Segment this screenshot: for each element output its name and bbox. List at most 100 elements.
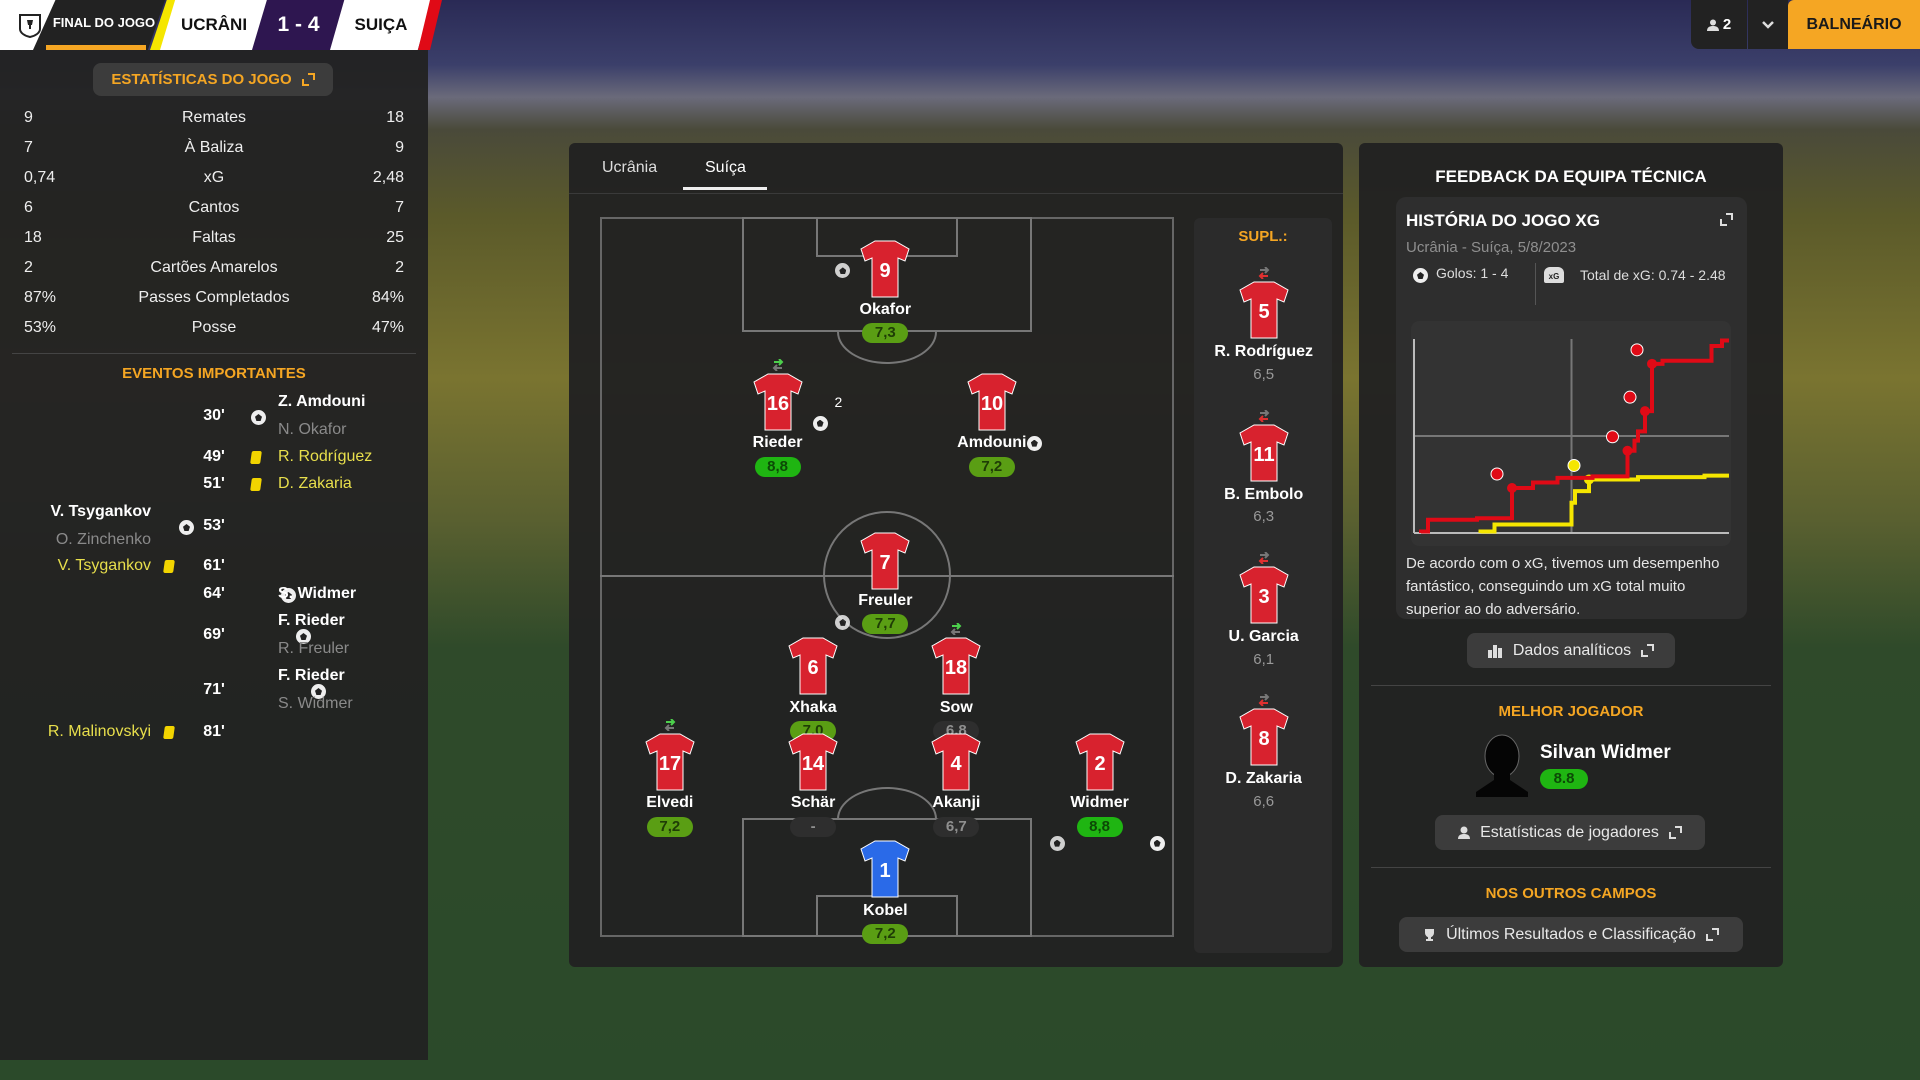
xg-card-title: HISTÓRIA DO JOGO XG (1406, 211, 1600, 230)
event-player[interactable]: R. Rodríguez (278, 448, 373, 465)
shirt-icon[interactable]: 3 (1237, 565, 1291, 625)
event-minute: 53' (203, 517, 225, 534)
tab-ukraine[interactable]: Ucrânia (602, 159, 658, 176)
player-rating: 7,2 (968, 456, 1015, 477)
event-minute: 64' (203, 585, 225, 602)
shirt-icon[interactable]: 2 (1073, 732, 1127, 792)
stat-label: Remates (181, 109, 247, 126)
event-player[interactable]: Z. Amdouni (278, 393, 366, 410)
event-assist-player[interactable]: N. Okafor (278, 421, 347, 438)
event-player[interactable]: F. Rieder (278, 667, 345, 684)
stat-away-value: 25 (386, 229, 404, 246)
stat-home-value: 9 (24, 109, 33, 126)
stat-home-value: 18 (24, 229, 42, 246)
home-team-label: UCRÂNI (180, 15, 248, 34)
goal-ball-icon (179, 520, 194, 535)
substitution-icon (1256, 266, 1272, 280)
shirt-icon[interactable]: 8 (1237, 707, 1291, 767)
player-name: Widmer (1070, 794, 1129, 812)
player-okafor[interactable]: 9 Okafor 7,3 (0, 0, 1920, 344)
match-status-label: FINAL DO JOGO (52, 14, 156, 30)
best-player-title: MELHOR JOGADOR (1498, 703, 1644, 720)
stat-home-value: 7 (24, 139, 33, 156)
match-stats-button[interactable]: ESTATÍSTICAS DO JOGO (93, 63, 333, 96)
player-widmer[interactable]: 2 Widmer 8,8 (0, 80, 1920, 851)
goal-ball-marker (1567, 458, 1581, 472)
tab-switzerland[interactable]: Suíça (705, 159, 746, 176)
player-freuler[interactable]: 7 Freuler 7,7 (0, 60, 1920, 635)
goal-point (1507, 482, 1517, 493)
goal-point (1647, 358, 1657, 369)
shirt-icon[interactable]: 9 (858, 239, 912, 299)
goal-ball-marker (1623, 390, 1637, 404)
svg-text:18: 18 (945, 657, 967, 679)
substitution-icon (1256, 693, 1272, 707)
users-button[interactable]: 2 (1691, 0, 1747, 49)
other-games-title: NOS OUTROS CAMPOS (1485, 885, 1657, 902)
shirt-icon[interactable]: 17 (643, 732, 697, 792)
svg-text:10: 10 (981, 393, 1003, 415)
shirt-icon[interactable]: 16 (751, 372, 805, 432)
event-assist-player[interactable]: S. Widmer (278, 695, 353, 712)
centre-circle (823, 511, 951, 639)
staff-feedback-panel: FEEDBACK DA EQUIPA TÉCNICA HISTÓRIA DO J… (1359, 143, 1783, 967)
svg-text:1: 1 (880, 860, 891, 882)
shirt-icon[interactable]: 14 (786, 732, 840, 792)
svg-text:6: 6 (808, 657, 819, 679)
event-player[interactable]: F. Rieder (278, 612, 345, 629)
player-stats-button[interactable]: Estatísticas de jogadores (1435, 815, 1705, 850)
shirt-icon[interactable]: 6 (786, 636, 840, 696)
results-button[interactable]: Últimos Resultados e Classificação (1399, 917, 1743, 952)
event-player[interactable]: D. Zakaria (278, 475, 352, 492)
ball-icon (1413, 268, 1428, 283)
locker-room-button[interactable]: BALNEÁRIO (1788, 0, 1920, 49)
svg-text:5: 5 (1258, 301, 1269, 323)
dropdown-button[interactable] (1748, 0, 1788, 49)
shirt-icon[interactable]: 1 (858, 839, 912, 899)
stat-label: À Baliza (184, 139, 244, 156)
event-player[interactable]: R. Malinovskyi (47, 723, 151, 740)
expand-icon[interactable] (1720, 213, 1733, 226)
player-rieder[interactable]: 16 Rieder 8,8 2 (0, 20, 1920, 477)
player-name: Elvedi (646, 794, 694, 812)
active-tab-indicator (683, 187, 767, 190)
player-name: U. Garcia (1228, 627, 1299, 645)
svg-text:16: 16 (766, 393, 788, 415)
shirt-icon[interactable]: 18 (929, 636, 983, 696)
stat-row: 0,74 xG 2,48 (0, 169, 428, 195)
xg-card-subtitle: Ucrânia - Suíça, 5/8/2023 (1406, 239, 1577, 256)
xg-line-ucrânia (1478, 473, 1729, 534)
chevron-down-icon (1762, 21, 1774, 29)
event-assist-player[interactable]: R. Freuler (278, 640, 350, 657)
best-player-name[interactable]: Silvan Widmer (1540, 742, 1671, 763)
locker-room-label: BALNEÁRIO (1806, 15, 1902, 33)
shirt-icon[interactable]: 5 (1237, 280, 1291, 340)
match-stats-panel: ESTATÍSTICAS DO JOGO 9 Remates 18 7 À Baliza… (0, 50, 428, 1060)
goal-ball-icon (1149, 835, 1165, 851)
shirt-icon[interactable]: 10 (965, 372, 1019, 432)
event-assist-player[interactable]: O. Zinchenko (55, 531, 151, 548)
player-amdouni[interactable]: 10 Amdouni 7,2 (0, 40, 1920, 477)
event-player[interactable]: V. Tsygankov (50, 503, 152, 520)
svg-text:17: 17 (659, 753, 681, 775)
event-player[interactable]: S. Widmer (278, 585, 357, 602)
shirt-icon[interactable]: 11 (1237, 423, 1291, 483)
goals-summary: Golos: 1 - 4 (1436, 265, 1509, 281)
svg-text:14: 14 (802, 753, 825, 775)
shirt-icon[interactable]: 7 (858, 531, 912, 591)
event-minute: 61' (203, 557, 225, 574)
expand-icon (1641, 644, 1655, 657)
trophy-icon (1425, 929, 1435, 941)
xg-chart-area (1411, 321, 1731, 546)
stat-away-value: 47% (371, 319, 404, 336)
event-player[interactable]: V. Tsygankov (57, 557, 151, 574)
analytics-button[interactable]: Dados analíticos (1467, 633, 1675, 668)
player-rating: 7,3 (862, 323, 909, 344)
player-silhouette-avatar (1476, 734, 1528, 797)
shirt-icon[interactable]: 4 (929, 732, 983, 792)
goal-point (1622, 445, 1633, 456)
player-rating: 8,8 (1076, 816, 1123, 837)
substitution-icon (948, 622, 964, 636)
score: 1 - 4 (252, 0, 345, 50)
svg-text:11: 11 (1253, 444, 1274, 466)
